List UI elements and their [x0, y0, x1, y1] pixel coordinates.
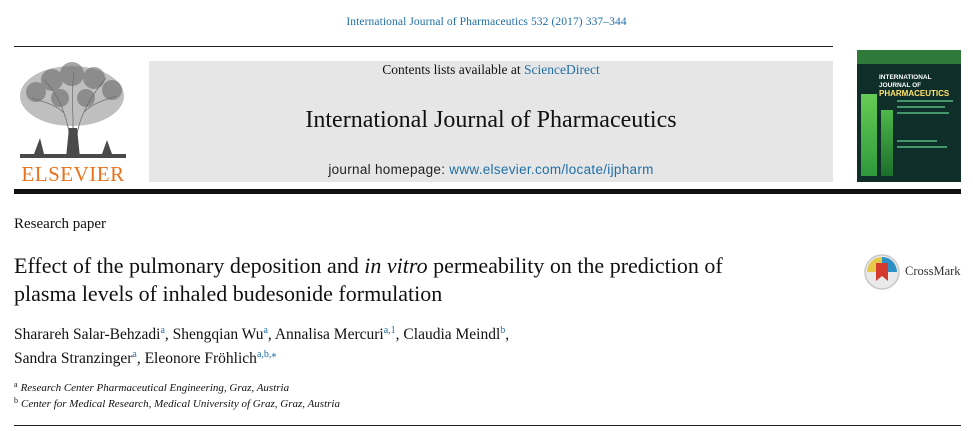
- author[interactable]: Sandra Stranzingera,: [14, 349, 145, 368]
- header-divider: [14, 189, 961, 194]
- homepage-prefix: journal homepage:: [328, 162, 450, 177]
- crossmark-badge[interactable]: CrossMark: [862, 252, 962, 292]
- affiliation-text: Research Center Pharmaceutical Engineeri…: [20, 382, 290, 394]
- author[interactable]: Shengqian Wua,: [172, 325, 275, 344]
- cover-title-small: INTERNATIONAL JOURNAL OF: [879, 74, 932, 89]
- elsevier-wordmark: ELSEVIER: [21, 162, 125, 186]
- affiliation-marker: b: [14, 396, 18, 405]
- homepage-line: journal homepage: www.elsevier.com/locat…: [149, 162, 833, 177]
- article-type: Research paper: [14, 216, 107, 232]
- author[interactable]: Eleonore Fröhlicha,b,⁎: [144, 349, 277, 368]
- top-divider: [14, 46, 833, 47]
- crossmark-label: CrossMark: [905, 264, 961, 278]
- cover-text-line: [897, 146, 947, 148]
- affiliation-text: Center for Medical Research, Medical Uni…: [21, 398, 340, 410]
- cover-title-big: PHARMACEUTICS: [879, 89, 950, 98]
- journal-citation[interactable]: International Journal of Pharmaceutics 5…: [346, 16, 627, 28]
- journal-title: International Journal of Pharmaceutics: [305, 107, 677, 133]
- title-part-1: Effect of the pulmonary deposition and: [14, 253, 365, 278]
- journal-homepage-link[interactable]: www.elsevier.com/locate/ijpharm: [449, 162, 654, 177]
- cover-glass-icon: [881, 110, 893, 176]
- cover-text-line: [897, 100, 953, 102]
- sciencedirect-link[interactable]: ScienceDirect: [524, 62, 600, 77]
- affiliation-marker: a: [14, 380, 18, 389]
- cover-text-line: [897, 140, 937, 142]
- author[interactable]: Sharareh Salar-Behzadia,: [14, 325, 173, 344]
- author[interactable]: Claudia Meindlb,: [403, 325, 510, 344]
- cover-glass-icon: [861, 94, 877, 176]
- bottom-divider: [14, 425, 961, 426]
- author-list: Sharareh Salar-Behzadia, Shengqian Wua, …: [14, 323, 814, 371]
- contents-line: Contents lists available at ScienceDirec…: [149, 62, 833, 78]
- title-italic: in vitro: [364, 253, 428, 278]
- cover-text-line: [897, 112, 949, 114]
- title-part-2: permeability on the prediction of plasma…: [14, 253, 723, 306]
- author[interactable]: Annalisa Mercuria,1,: [274, 325, 404, 344]
- cover-title: INTERNATIONAL JOURNAL OF PHARMACEUTICS: [879, 74, 959, 98]
- cover-top-band: [857, 50, 961, 64]
- journal-cover-image[interactable]: INTERNATIONAL JOURNAL OF PHARMACEUTICS: [857, 50, 961, 182]
- journal-header-band: Contents lists available at ScienceDirec…: [149, 61, 833, 182]
- affiliation: a Research Center Pharmaceutical Engineer…: [14, 380, 290, 395]
- elsevier-tree-logo-icon: [20, 62, 126, 159]
- affiliation: b Center for Medical Research, Medical Un…: [14, 396, 340, 411]
- cover-text-line: [897, 106, 945, 108]
- crossmark-icon: [864, 254, 900, 290]
- contents-prefix: Contents lists available at: [382, 62, 524, 77]
- article-title: Effect of the pulmonary deposition and i…: [14, 252, 774, 308]
